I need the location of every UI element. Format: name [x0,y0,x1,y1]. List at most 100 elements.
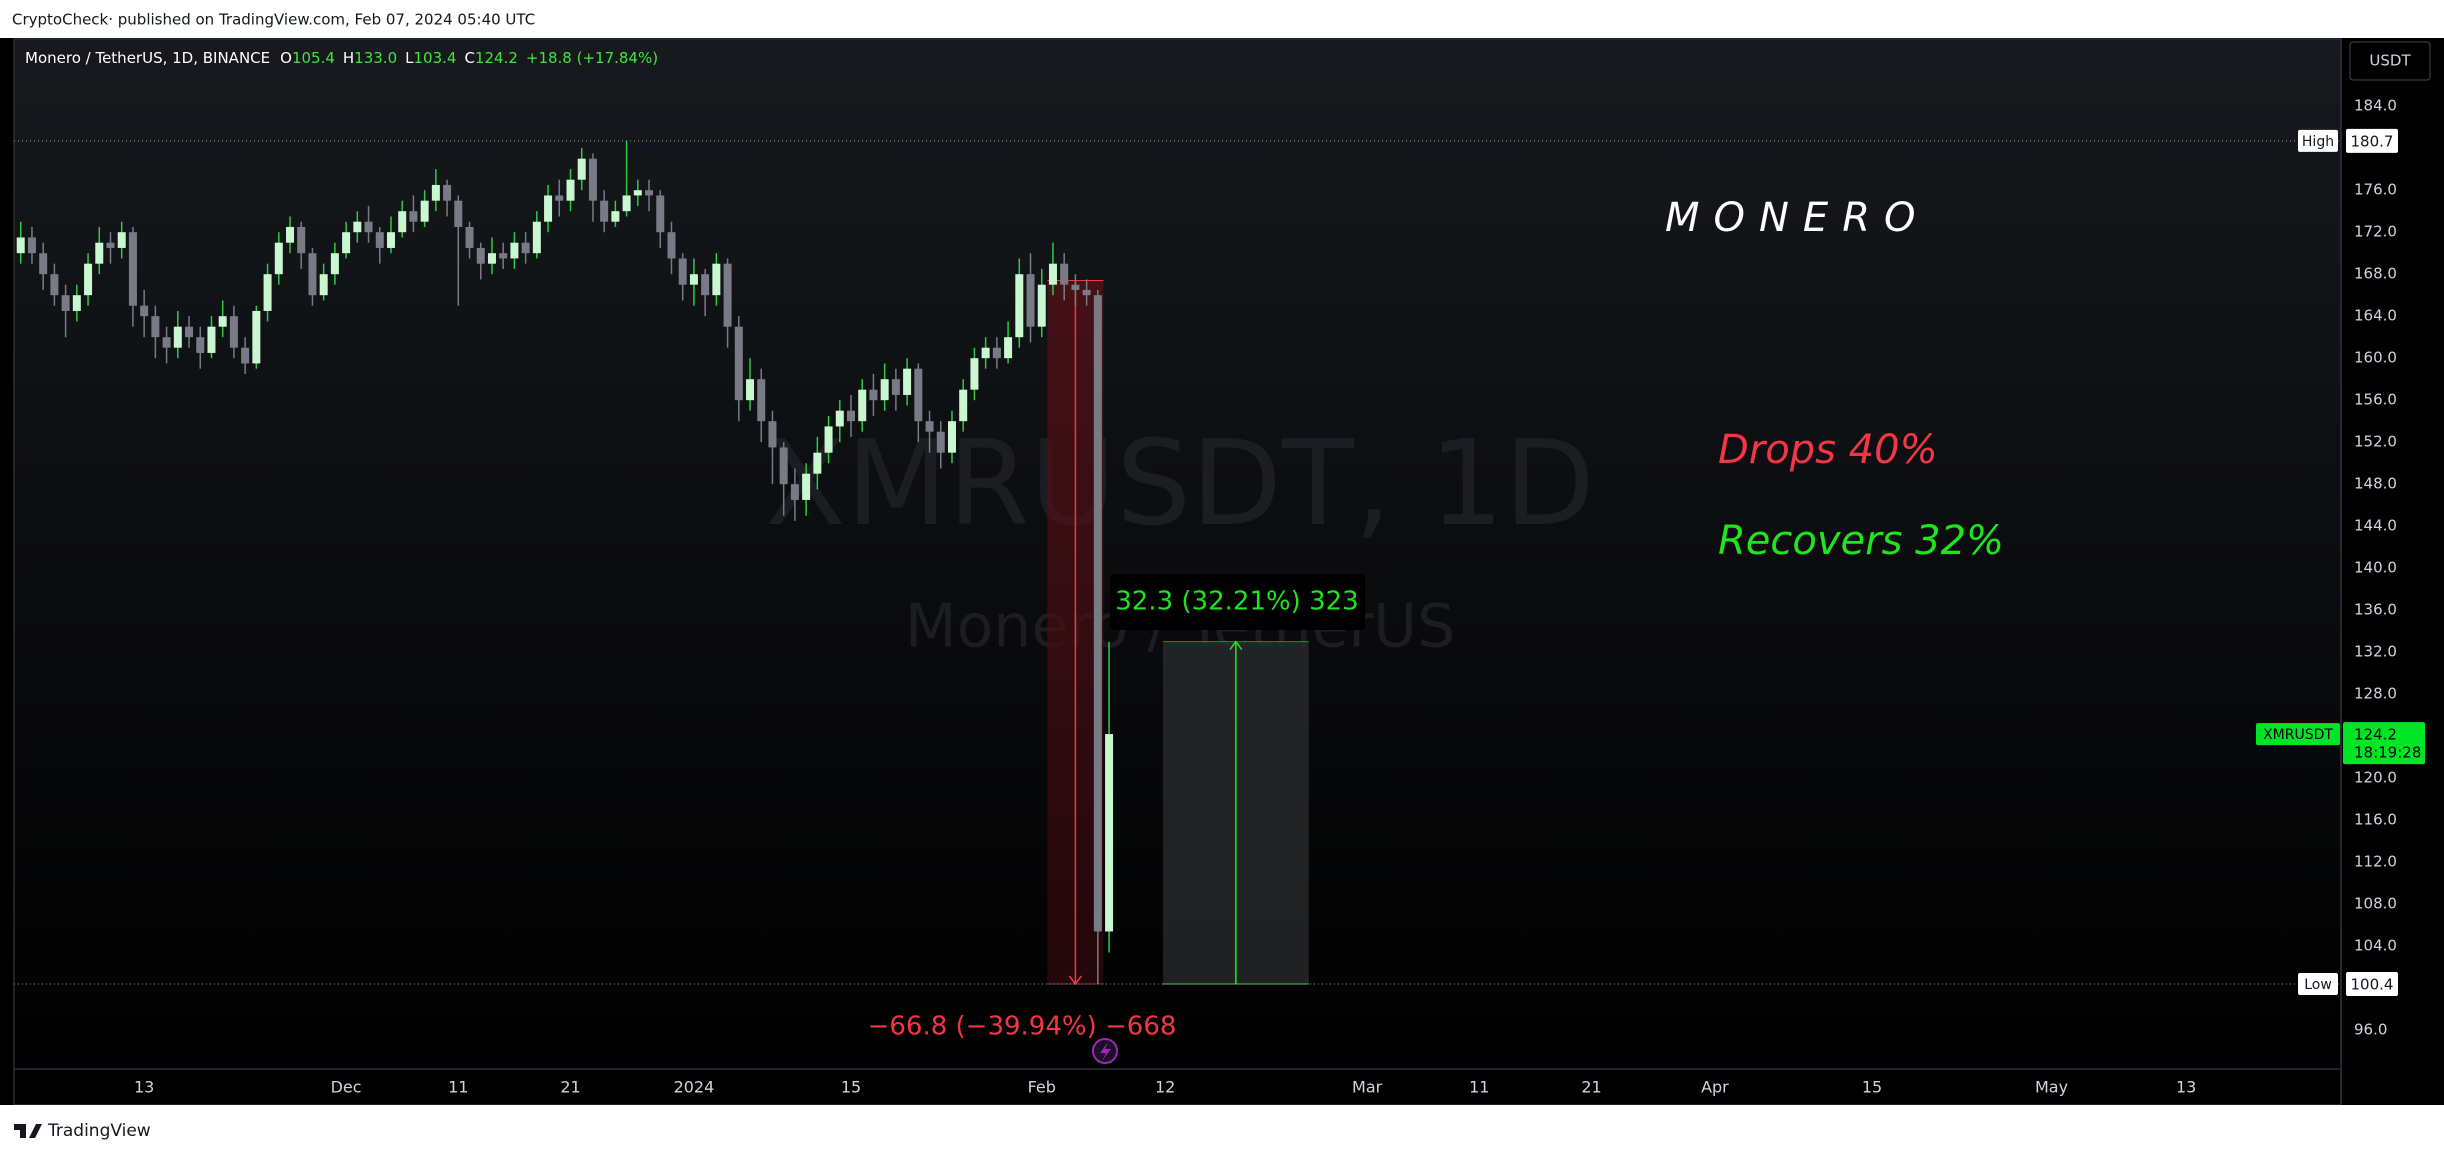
y-tick-label: 156.0 [2354,391,2397,409]
candle-body [1060,263,1069,285]
x-tick-label: Apr [1701,1078,1729,1097]
candle-body [117,232,126,248]
y-tick-label: 144.0 [2354,517,2397,535]
candle-body [342,232,351,254]
candle-body [1071,284,1080,290]
candle-body [499,253,508,259]
tag-value-box [2346,971,2398,996]
tag-value-box [2346,128,2398,153]
y-tick-label: 148.0 [2354,475,2397,493]
candle-body [185,326,194,338]
y-tick-label: 164.0 [2354,307,2397,325]
annotation: Recovers 32% [1718,518,2004,564]
candle-body [678,258,687,285]
x-tick-label: 11 [1469,1078,1489,1097]
candle-body [252,310,261,364]
candle-body [689,274,698,285]
candle-body [970,358,979,390]
candle-body [106,242,115,248]
legend-value: 124.2 [475,49,518,67]
candle-body [263,274,272,311]
candle-body [27,237,36,254]
annotation: Drops 40% [1718,427,1938,473]
x-tick-label: Mar [1352,1078,1383,1097]
legend-label: L [405,49,414,67]
y-tick-label: 172.0 [2354,223,2397,241]
x-tick-label: 13 [2176,1078,2196,1097]
candle-body [633,190,642,196]
candle-body [645,190,654,196]
candle-body [241,347,250,364]
x-tick-label: 13 [134,1078,154,1097]
candle-body [218,316,227,327]
x-tick-label: Dec [331,1078,362,1097]
measure-label: −66.8 (−39.94%) −668 [868,1012,1177,1042]
candle-body [611,211,620,222]
x-tick-label: 2024 [674,1078,715,1097]
candle-body [140,305,149,317]
annotation: MONERO [1665,195,1929,241]
y-tick-label: 168.0 [2354,265,2397,283]
top-bar [0,0,2444,38]
candle-body [16,237,25,254]
candle-body [891,379,900,395]
candle-body [162,337,171,348]
candle-body [936,431,945,453]
x-tick-label: 12 [1155,1078,1175,1097]
x-tick-label: Feb [1028,1078,1056,1097]
candle-body [746,379,755,401]
candle-body [521,242,530,254]
candle-body [555,195,564,201]
candle-body [1082,289,1091,296]
candle-body [274,242,283,275]
tag-value: 100.4 [2351,975,2394,993]
legend-label: H [343,49,354,67]
candle-body [128,232,137,306]
candle-body [1026,274,1035,327]
x-tick-label: 15 [1862,1078,1882,1097]
legend-value: 103.4 [413,49,456,67]
tag-label-box [2298,972,2338,995]
y-tick-label: 116.0 [2354,811,2397,829]
candle-body [835,410,844,427]
candle-body [757,379,766,422]
arrow-head [1229,640,1243,651]
x-tick-label: May [2035,1078,2068,1097]
tag-label: Low [2304,977,2332,993]
candle-body [364,221,373,233]
last-symbol-box [2256,723,2340,746]
candle-body [1048,263,1057,285]
candle-body [476,247,485,264]
unit-box[interactable] [2349,41,2431,81]
footer [0,1105,2444,1155]
legend-label: C [464,49,474,67]
candle-body [566,179,575,201]
chart-layer: −66.8 (−39.94%) −668 32.3 (32.21%) 323 [14,140,2341,1042]
y-tick-label: 132.0 [2354,643,2397,661]
legend: Monero / TetherUS, 1D, BINANCE O105.4 H133… [25,49,658,67]
candle-body [398,211,407,233]
candle-body [1093,295,1102,932]
candle-body [768,421,777,448]
candle-body [443,184,452,201]
candle-body [39,253,48,275]
candle-body [319,274,328,296]
countdown: 18:19:28 [2354,744,2421,762]
x-tick-label: 21 [560,1078,580,1097]
candle-body [869,389,878,401]
last-symbol: XMRUSDT [2263,727,2333,743]
candle-body [858,389,867,422]
candle-body [409,211,418,222]
candle-body [880,379,889,401]
brand: TradingView [47,1121,151,1141]
y-tick-label: 184.0 [2354,97,2397,115]
legend-symbol: Monero / TetherUS, 1D, BINANCE [25,49,270,67]
candle-body [824,426,833,453]
candle-body [297,226,306,254]
candle-body [577,158,586,180]
candle-body [622,195,631,212]
candle-body [813,452,822,474]
x-tick-label: 21 [1581,1078,1601,1097]
candle-body [712,263,721,296]
